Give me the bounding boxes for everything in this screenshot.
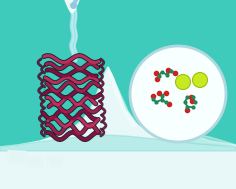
Circle shape	[193, 73, 207, 88]
Polygon shape	[8, 150, 26, 163]
Polygon shape	[0, 67, 236, 189]
Polygon shape	[8, 150, 26, 163]
Polygon shape	[48, 157, 62, 166]
Polygon shape	[108, 67, 138, 127]
Polygon shape	[65, 0, 79, 13]
Polygon shape	[0, 147, 236, 189]
Polygon shape	[28, 157, 43, 167]
Polygon shape	[28, 157, 43, 167]
Polygon shape	[155, 133, 236, 147]
Circle shape	[176, 74, 190, 90]
Polygon shape	[60, 67, 108, 134]
Polygon shape	[48, 157, 62, 166]
Polygon shape	[0, 135, 236, 151]
Circle shape	[130, 46, 226, 142]
Polygon shape	[130, 129, 236, 147]
